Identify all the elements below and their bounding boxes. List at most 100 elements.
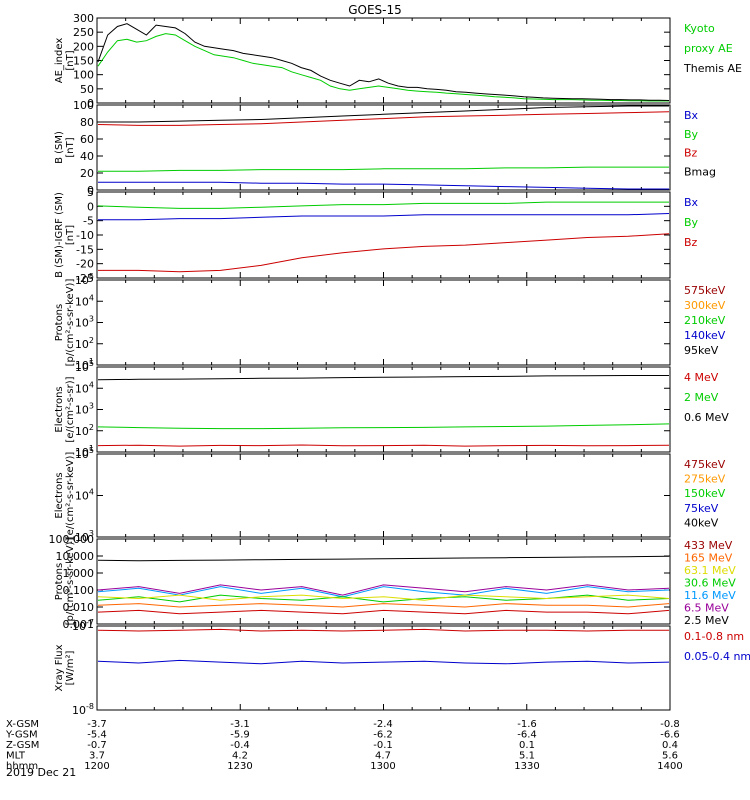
legend-entry: 95keV <box>684 344 719 357</box>
panel-frame <box>96 104 671 191</box>
tick-exponent: 3 <box>89 402 94 411</box>
ephemeris-value: -0.7 <box>87 740 107 751</box>
ephemeris-value: 4.7 <box>375 751 391 762</box>
ephemeris-value: -1.6 <box>517 719 537 730</box>
series-line-ae-1 <box>97 23 670 101</box>
chart-title: GOES-15 <box>348 3 402 17</box>
tick-base: 10 <box>72 704 86 717</box>
y-tick-label: 5 <box>87 186 94 199</box>
y-tick-label: 102 <box>75 423 94 438</box>
tick-exponent: 4 <box>89 380 94 389</box>
series-line-bsm-2 <box>97 111 670 126</box>
tick-base: 10 <box>75 359 89 372</box>
tick-exponent: 3 <box>89 315 94 324</box>
y-tick-label: 100.000 <box>49 533 95 546</box>
series-line-bsm-1 <box>98 166 669 172</box>
legend-entry: Bmag <box>684 165 716 178</box>
legend-entry: 210keV <box>684 314 726 327</box>
panel-frame <box>96 538 671 625</box>
y-tick-label: -20 <box>76 258 94 271</box>
tick-base: 10 <box>75 425 89 438</box>
panel-protons-high: 100.000 10.000 1.000 0.100 0.010 0.001 Protons… <box>49 533 737 631</box>
legend-entry: 0.05-0.4 nm <box>684 650 750 663</box>
series-line-xray-1 <box>97 659 670 665</box>
y-axis-label: [e/(cm²-s-sr-keV)] <box>65 452 76 540</box>
series-line-protons-high-0 <box>97 555 670 562</box>
ephemeris-table: X-GSM -3.7 -3.1 -2.4 -1.6 -0.8 Y-GSM -5.4 -5.9 -6… <box>5 719 683 772</box>
ephemeris-row-label: Z-GSM <box>6 740 39 751</box>
tick-base: 10 <box>75 382 89 395</box>
ephemeris-value: -2.4 <box>373 719 393 730</box>
y-tick-label: 10.000 <box>56 550 95 563</box>
legend-entry: 140keV <box>684 329 726 342</box>
legend-entry: Bz <box>684 236 698 249</box>
y-tick-label: 80 <box>80 116 94 129</box>
tick-base: 10 <box>75 361 89 374</box>
tick-base: 10 <box>75 531 89 544</box>
legend-entry: 6.5 MeV <box>684 602 729 615</box>
y-tick-label: -5 <box>83 215 94 228</box>
legend-entry: proxy AE <box>684 42 733 55</box>
tick-base: 10 <box>72 620 86 633</box>
y-tick-label: 105 <box>75 359 94 374</box>
y-tick-label: 104 <box>75 293 94 308</box>
ephemeris-value: -6.6 <box>660 730 680 741</box>
series-line-bigrf-0 <box>98 213 670 221</box>
y-axis-label: [e/(cm²-s-sr)] <box>65 376 76 442</box>
legend-entry: 75keV <box>684 502 719 515</box>
y-tick-label: 10-7 <box>72 618 94 633</box>
y-axis-label: Protons <box>54 304 65 341</box>
ephemeris-value: -0.4 <box>230 740 250 751</box>
legend-entry: 150keV <box>684 487 726 500</box>
tick-exponent: 2 <box>89 423 94 432</box>
y-tick-label: 102 <box>75 336 94 351</box>
y-tick-label: 101 <box>75 444 94 459</box>
y-tick-label: 50 <box>80 83 94 96</box>
y-axis-label: [p/(cm²-s-sr-keV)] <box>65 538 76 626</box>
legend-entry: 40keV <box>684 516 719 529</box>
tick-base: 10 <box>75 448 89 461</box>
ephemeris-value: 4.2 <box>232 751 248 762</box>
tick-base: 10 <box>75 490 89 503</box>
legend-entry: 475keV <box>684 458 726 471</box>
y-tick-label: 0 <box>87 184 94 197</box>
y-tick-label: -10 <box>76 229 94 242</box>
y-tick-label: 40 <box>80 150 94 163</box>
panel-frame <box>96 625 671 711</box>
legend-entry: 2 MeV <box>684 391 719 404</box>
ephemeris-value: 1300 <box>370 761 395 772</box>
series-line-protons-high-4 <box>97 603 670 608</box>
tick-exponent: 4 <box>89 488 94 497</box>
y-axis-label: Xray Flux <box>54 644 65 691</box>
tick-exponent: 2 <box>89 336 94 345</box>
y-axis-label: Electrons <box>54 386 65 432</box>
series-line-electrons-mev-2 <box>97 375 669 381</box>
series-line-bigrf-2 <box>98 233 670 273</box>
ephemeris-value: 1400 <box>657 761 682 772</box>
y-tick-label: 103 <box>75 529 94 544</box>
y-tick-label: 0 <box>87 200 94 213</box>
tick-exponent: -8 <box>86 702 94 711</box>
y-axis-label: Protons <box>54 563 65 600</box>
series-line-protons-high-1 <box>97 586 670 598</box>
y-tick-label: 10-8 <box>72 702 94 717</box>
panel-frame <box>96 17 671 104</box>
legend-entry: 433 MeV <box>684 539 733 552</box>
panel-bsm: 100 80 60 40 20 0 B (SM) [nT] Bx By Bz Bmag <box>54 99 716 197</box>
panel-frame <box>96 366 671 453</box>
y-axis-label: [W/m²] <box>65 650 76 685</box>
series-line-bigrf-1 <box>97 201 669 209</box>
tick-base: 10 <box>75 446 89 459</box>
y-tick-label: 103 <box>75 402 94 417</box>
ephemeris-value: -0.8 <box>660 719 680 730</box>
y-tick-label: 101 <box>75 357 94 372</box>
legend-entry: 11.6 MeV <box>684 589 736 602</box>
y-tick-label: 1.000 <box>63 567 95 580</box>
series-line-xray-0 <box>97 628 669 632</box>
legend-entry: 0.1-0.8 nm <box>684 630 744 643</box>
y-tick-label: 0.001 <box>63 618 95 631</box>
